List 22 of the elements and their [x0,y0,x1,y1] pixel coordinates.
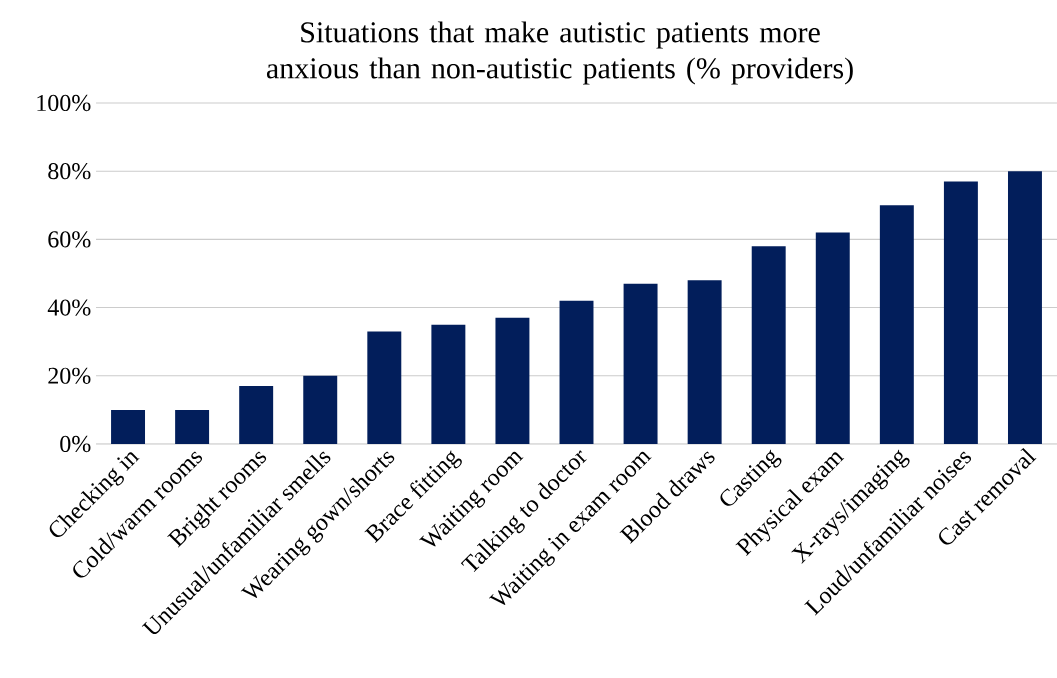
bar [879,205,914,444]
y-tick-label: 60% [48,231,91,248]
bar [239,386,274,444]
bar [303,375,338,444]
bar [815,232,850,444]
y-tick-label: 20% [48,367,91,384]
bar [111,409,146,444]
chart-title: Situations that make autistic patients more anxious than non-autistic patients (% providers) [266,21,853,85]
bar [559,300,594,444]
bar [367,331,402,444]
y-tick-label: 40% [47,299,91,316]
bar [1007,171,1042,444]
y-tick-label: 80% [48,163,91,180]
bar [495,317,530,444]
bar [943,181,978,444]
y-tick-label: 0% [60,435,91,453]
bar [431,324,466,444]
bar [751,246,786,444]
bar [175,409,210,444]
bar [623,283,658,444]
y-tick-label: 100% [37,94,91,112]
bar [687,280,722,444]
